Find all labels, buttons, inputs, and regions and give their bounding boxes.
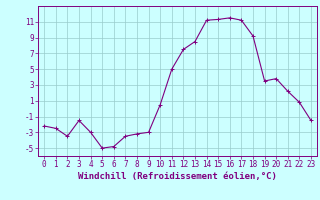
X-axis label: Windchill (Refroidissement éolien,°C): Windchill (Refroidissement éolien,°C) [78,172,277,181]
